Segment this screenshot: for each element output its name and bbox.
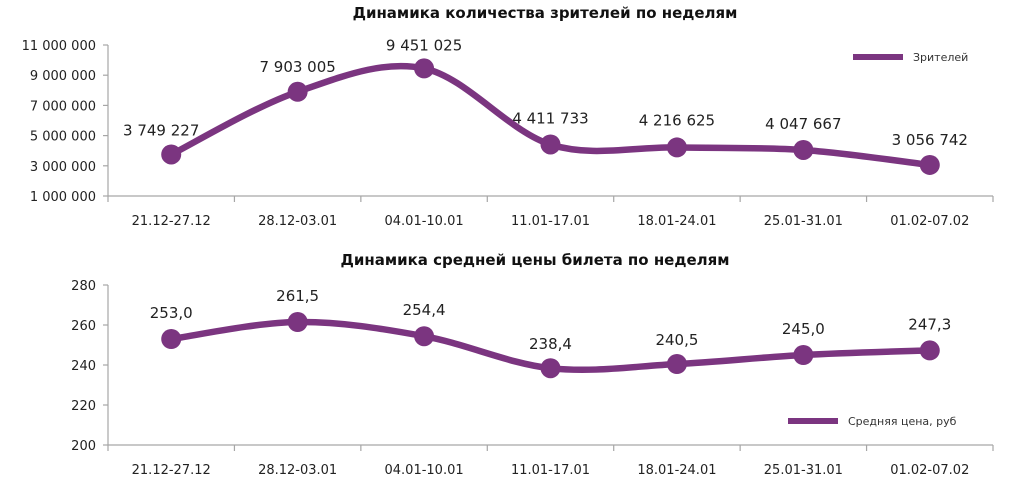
x-tick-label: 01.02-07.02: [890, 463, 969, 478]
legend-label: Зрителей: [913, 51, 968, 64]
y-tick-label: 200: [71, 439, 96, 454]
x-tick-label: 21.12-27.12: [132, 214, 211, 229]
x-tick-label: 25.01-31.01: [764, 463, 843, 478]
data-point-marker: [540, 358, 561, 379]
x-tick-label: 11.01-17.01: [511, 214, 590, 229]
x-tick-label: 21.12-27.12: [132, 463, 211, 478]
x-tick-label: 04.01-10.01: [385, 214, 464, 229]
data-label: 254,4: [403, 301, 446, 319]
data-label: 9 451 025: [386, 36, 462, 54]
data-label: 261,5: [276, 287, 319, 305]
chart-title: Динамика количества зрителей по неделям: [353, 4, 738, 22]
legend-swatch: [788, 418, 838, 424]
data-label: 240,5: [655, 331, 698, 349]
data-point-marker: [666, 354, 687, 374]
avg-price-chart-canvas: Динамика средней цены билета по неделям 2…: [71, 251, 994, 478]
x-tick-label: 28.12-03.01: [258, 463, 337, 478]
x-tick-label: 11.01-17.01: [511, 463, 590, 478]
y-tick-label: 1 000 000: [30, 190, 96, 205]
y-tick-label: 280: [71, 279, 96, 294]
y-tick-label: 5 000 000: [30, 130, 96, 145]
data-point-marker: [287, 81, 308, 102]
legend: Средняя цена, руб: [788, 415, 957, 428]
data-label: 245,0: [782, 320, 825, 338]
data-label: 253,0: [150, 304, 193, 322]
data-label: 3 056 742: [892, 131, 968, 149]
x-tick-label: 18.01-24.01: [637, 463, 716, 478]
data-label: 4 216 625: [639, 111, 715, 129]
data-point-marker: [414, 326, 435, 347]
data-label: 3 749 227: [123, 121, 199, 139]
y-tick-label: 260: [71, 319, 96, 334]
legend-swatch: [853, 54, 903, 60]
data-label: 238,4: [529, 335, 572, 353]
data-point-marker: [414, 58, 435, 79]
data-label: 247,3: [908, 315, 951, 333]
data-point-marker: [161, 329, 182, 349]
y-tick-label: 220: [71, 399, 96, 414]
x-tick-label: 04.01-10.01: [385, 463, 464, 478]
legend: Зрителей: [853, 51, 968, 64]
data-point-marker: [161, 144, 182, 165]
data-label: 7 903 005: [259, 58, 335, 76]
data-point-marker: [793, 139, 814, 160]
x-tick-label: 25.01-31.01: [764, 214, 843, 229]
y-tick-label: 11 000 000: [22, 39, 96, 54]
viewers-chart: Динамика количества зрителей по неделям 1…: [0, 0, 1024, 240]
viewers-chart-canvas: Динамика количества зрителей по неделям 1…: [22, 4, 994, 229]
data-point-marker: [666, 137, 687, 158]
x-tick-label: 01.02-07.02: [890, 214, 969, 229]
data-point-marker: [919, 340, 940, 361]
y-tick-label: 7 000 000: [30, 99, 96, 114]
data-point-marker: [793, 345, 814, 365]
y-tick-label: 240: [71, 359, 96, 374]
data-point-marker: [919, 154, 940, 175]
data-label: 4 411 733: [512, 109, 588, 127]
legend-label: Средняя цена, руб: [848, 415, 957, 428]
y-tick-label: 9 000 000: [30, 69, 96, 84]
avg-price-chart: Динамика средней цены билета по неделям 2…: [0, 240, 1024, 491]
data-point-marker: [287, 312, 308, 332]
chart-title: Динамика средней цены билета по неделям: [340, 251, 729, 269]
data-point-marker: [540, 134, 561, 155]
x-tick-label: 28.12-03.01: [258, 214, 337, 229]
data-label: 4 047 667: [765, 115, 841, 133]
x-tick-label: 18.01-24.01: [637, 214, 716, 229]
y-tick-label: 3 000 000: [30, 160, 96, 175]
